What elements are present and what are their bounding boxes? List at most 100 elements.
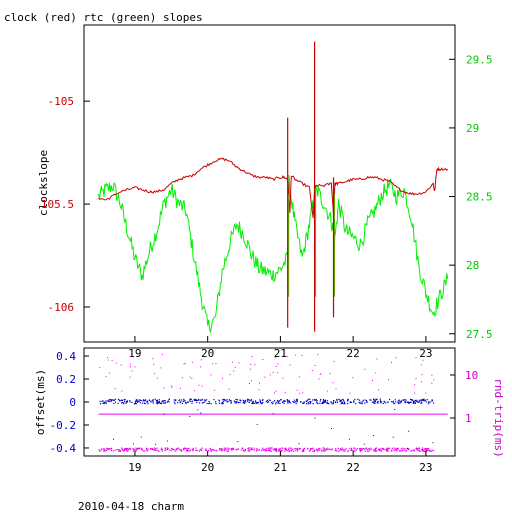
offset-point: [336, 399, 338, 401]
roundtrip-point: [290, 450, 293, 452]
offset-point: [319, 400, 321, 402]
roundtrip-point: [201, 447, 203, 449]
offset-point: [184, 400, 186, 402]
offset-point: [183, 400, 185, 403]
offset-point: [421, 402, 423, 404]
roundtrip-point: [404, 448, 406, 450]
offset-outlier-point: [200, 412, 202, 414]
offset-point: [204, 401, 206, 403]
offset-point: [357, 398, 359, 400]
roundtrip-outlier-point: [296, 389, 298, 391]
roundtrip-point: [116, 449, 118, 451]
roundtrip-point: [188, 447, 190, 449]
offset-point: [296, 401, 298, 403]
roundtrip-point: [293, 448, 295, 450]
offset-point: [198, 399, 200, 401]
offset-point: [230, 402, 232, 404]
roundtrip-point: [195, 449, 197, 452]
offset-point: [135, 401, 137, 403]
roundtrip-point: [274, 448, 277, 450]
offset-point: [421, 398, 423, 401]
roundtrip-outlier-point: [134, 366, 136, 368]
roundtrip-point: [287, 450, 289, 452]
roundtrip-point: [258, 449, 261, 451]
offset-point: [342, 399, 344, 401]
roundtrip-outlier-point: [201, 385, 203, 387]
offset-point: [141, 400, 143, 402]
offset-point: [343, 400, 345, 402]
roundtrip-outlier-point: [198, 384, 200, 386]
roundtrip-point: [433, 450, 435, 452]
roundtrip-outlier-point: [422, 359, 424, 361]
roundtrip-point: [110, 448, 112, 450]
offset-point: [370, 399, 372, 401]
roundtrip-outlier-point: [171, 386, 173, 388]
offset-point: [234, 402, 236, 404]
offset-point: [256, 402, 258, 404]
roundtrip-point: [151, 448, 153, 450]
roundtrip-point: [387, 449, 389, 451]
roundtrip-point: [274, 448, 276, 450]
roundtrip-point: [363, 448, 365, 450]
roundtrip-outlier-point: [250, 363, 252, 365]
offset-point: [373, 401, 375, 403]
roundtrip-point: [135, 450, 137, 452]
offset-point: [150, 401, 152, 403]
offset-outlier-point: [113, 438, 114, 440]
roundtrip-point: [339, 448, 342, 450]
roundtrip-outlier-point: [302, 392, 304, 394]
offset-point: [341, 401, 343, 403]
offset-point: [156, 401, 158, 403]
roundtrip-point: [281, 447, 284, 449]
offset-outlier-point: [373, 435, 375, 436]
roundtrip-point: [146, 449, 148, 451]
offset-point: [247, 398, 249, 400]
roundtrip-outlier-point: [251, 356, 253, 358]
roundtrip-point: [123, 450, 125, 452]
roundtrip-point: [176, 448, 178, 450]
roundtrip-point: [322, 447, 324, 449]
offset-point: [179, 399, 181, 401]
roundtrip-point: [368, 447, 370, 450]
offset-point: [293, 401, 295, 404]
offset-point: [309, 402, 311, 404]
offset-point: [143, 399, 145, 401]
roundtrip-point: [341, 449, 343, 451]
roundtrip-point: [103, 448, 105, 450]
offset-point: [279, 400, 281, 402]
roundtrip-point: [413, 449, 415, 451]
roundtrip-point: [280, 450, 282, 452]
offset-point: [251, 403, 253, 405]
roundtrip-outlier-point: [109, 372, 111, 374]
offset-point: [255, 402, 257, 405]
roundtrip-point: [354, 447, 356, 450]
roundtrip-outlier-point: [232, 361, 234, 363]
offset-right-ticks: 10 1: [450, 369, 478, 425]
offset-point: [152, 401, 154, 403]
offset-point: [203, 402, 205, 404]
offset-outlier-point: [237, 441, 239, 443]
roundtrip-point: [241, 447, 243, 449]
offset-point: [129, 400, 131, 402]
roundtrip-outlier-point: [414, 384, 416, 386]
offset-point: [229, 400, 231, 402]
roundtrip-point: [105, 449, 108, 452]
offset-point: [423, 399, 425, 401]
roundtrip-point: [169, 449, 171, 451]
offset-point: [180, 401, 182, 403]
offset-point: [404, 401, 406, 403]
roundtrip-point: [275, 447, 278, 450]
roundtrip-outlier-point: [233, 370, 235, 372]
offset-point: [347, 398, 349, 400]
offset-point: [125, 402, 127, 404]
roundtrip-outlier-point: [352, 377, 354, 379]
offset-panel: offset(ms) rnd-trip(ms) 19 20 21 22 23 0.40.…: [34, 347, 505, 474]
roundtrip-point: [249, 449, 251, 451]
offset-point: [361, 402, 363, 405]
roundtrip-point: [374, 449, 376, 451]
roundtrip-point: [219, 448, 221, 450]
roundtrip-point: [379, 449, 381, 452]
roundtrip-outlier-point: [333, 360, 335, 362]
roundtrip-point: [160, 448, 162, 450]
